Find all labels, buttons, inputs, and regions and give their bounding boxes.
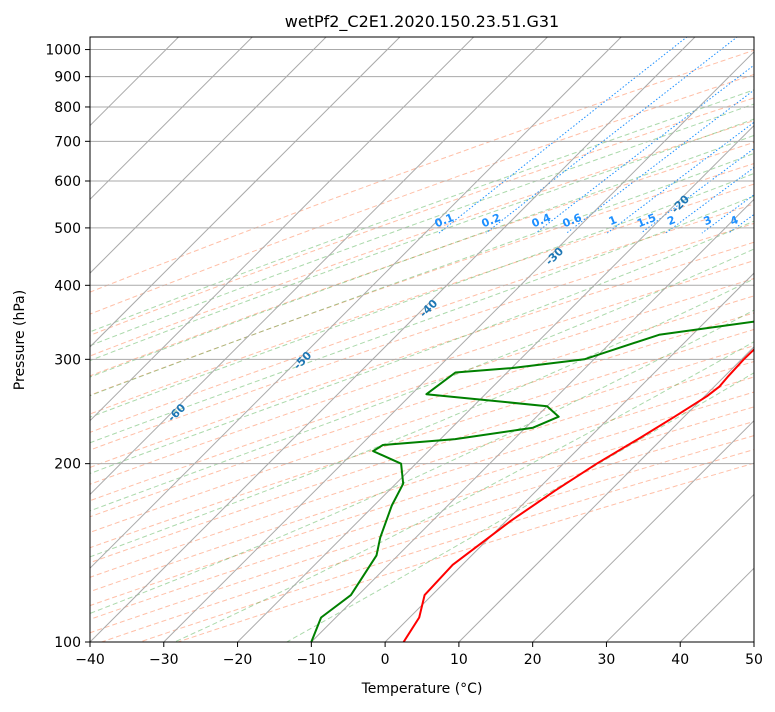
moist-adiabat-label: -30 xyxy=(543,244,566,267)
x-axis-ticks: −40 −30 −20 −10 0 10 20 30 40 50 xyxy=(75,642,763,668)
y-tick-label: 200 xyxy=(54,457,81,473)
moist-adiabat xyxy=(16,35,775,642)
x-tick-label: 10 xyxy=(450,652,468,668)
mixing-ratio-label: 0.4 xyxy=(530,211,553,230)
x-axis-label: Temperature (°C) xyxy=(361,681,483,697)
moist-adiabat xyxy=(0,35,775,642)
moist-adiabat-label: -20 xyxy=(669,192,692,215)
isotherm xyxy=(0,35,255,642)
moist-adiabat xyxy=(0,35,775,642)
isotherm xyxy=(16,35,623,642)
y-tick-label: 400 xyxy=(54,278,81,294)
x-tick-label: 50 xyxy=(745,652,763,668)
y-tick-label: 300 xyxy=(54,352,81,368)
moist-adiabat xyxy=(175,35,775,642)
y-axis-label: Pressure (hPa) xyxy=(12,290,28,390)
mixing-ratio-label: 1 xyxy=(607,213,619,228)
y-tick-label: 1000 xyxy=(45,43,81,59)
background-lines xyxy=(0,35,775,656)
moist-adiabat xyxy=(287,35,775,642)
isotherm xyxy=(0,35,402,642)
y-tick-label: 500 xyxy=(54,221,81,237)
moist-adiabat xyxy=(0,35,775,642)
moist-adiabat xyxy=(0,35,775,642)
mixing-ratio-label: 3 xyxy=(702,213,714,228)
y-tick-label: 700 xyxy=(54,134,81,150)
x-tick-label: −30 xyxy=(149,652,179,668)
moist-adiabat xyxy=(0,35,775,642)
temperature-trace xyxy=(404,47,775,642)
chart-title: wetPf2_C2E1.2020.150.23.51.G31 xyxy=(285,12,559,32)
isotherm xyxy=(533,35,775,642)
x-tick-label: 20 xyxy=(524,652,542,668)
x-tick-label: −20 xyxy=(223,652,253,668)
mixing-ratio-label: 6 xyxy=(767,213,775,228)
line-labels: 0.10.20.40.611.52346810131620253036-100-… xyxy=(0,0,775,636)
horizontal-gridlines xyxy=(90,50,754,642)
moist-adiabat xyxy=(0,35,775,642)
dry-adiabat xyxy=(26,35,775,656)
isotherm xyxy=(311,35,775,642)
moist-adiabat xyxy=(0,35,775,642)
y-tick-label: 900 xyxy=(54,70,81,86)
x-tick-label: 30 xyxy=(598,652,616,668)
moist-adiabat xyxy=(0,35,775,642)
moist-adiabat xyxy=(0,35,775,642)
isotherm xyxy=(459,35,775,642)
x-tick-label: −10 xyxy=(297,652,327,668)
moist-adiabat-label: -40 xyxy=(417,297,440,320)
y-axis-ticks: 1000 900 800 700 600 500 400 300 200 100 xyxy=(45,43,90,651)
moist-adiabat xyxy=(0,35,775,642)
y-tick-label: 800 xyxy=(54,100,81,116)
x-tick-label: −40 xyxy=(75,652,105,668)
isotherm xyxy=(90,35,697,642)
mixing-ratio-line xyxy=(767,35,775,234)
dewpoint-trace xyxy=(311,48,775,642)
isotherm xyxy=(754,35,775,642)
plot-frame xyxy=(90,37,754,642)
y-tick-label: 600 xyxy=(54,174,81,190)
x-tick-label: 0 xyxy=(381,652,390,668)
isotherm xyxy=(680,35,775,642)
isotherm xyxy=(385,35,775,642)
mixing-ratio-label: 2 xyxy=(665,213,677,228)
isotherm xyxy=(164,35,771,642)
mixing-ratio-label: 4 xyxy=(728,213,740,228)
mixing-ratio-line xyxy=(641,35,775,234)
x-tick-label: 40 xyxy=(671,652,689,668)
y-tick-label: 100 xyxy=(54,635,81,651)
